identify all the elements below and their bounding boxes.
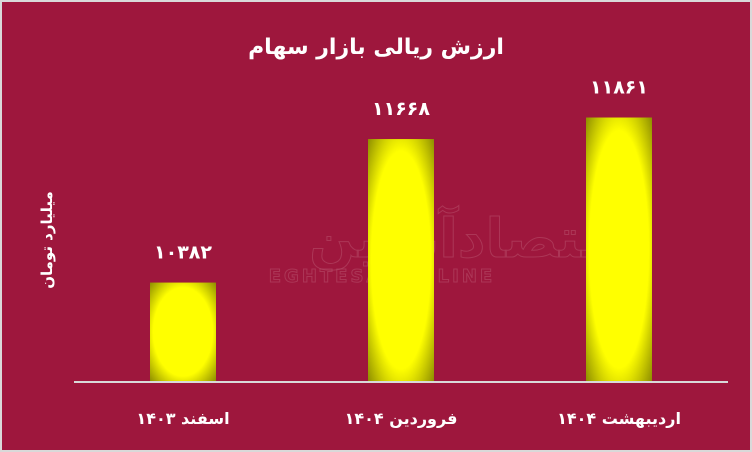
x-tick-label-0: اسفند ۱۴۰۳ bbox=[136, 409, 229, 428]
data-label-0: ۱۰۳۸۲ bbox=[154, 242, 212, 264]
y-axis-label: میلیارد تومان bbox=[38, 191, 56, 289]
x-tick-label-1: فروردین ۱۴۰۴ bbox=[345, 409, 458, 428]
x-tick-label-2: اردیبهشت ۱۴۰۴ bbox=[557, 409, 681, 428]
watermark-logo: اقتصادآنلاین bbox=[309, 205, 635, 270]
data-label-2: ۱۱۸۶۱ bbox=[590, 77, 648, 99]
chart-title: ارزش ریالی بازار سهام bbox=[248, 35, 504, 60]
bar-0 bbox=[150, 282, 216, 381]
data-label-1: ۱۱۶۶۸ bbox=[372, 98, 430, 120]
bar-1 bbox=[368, 139, 434, 381]
bar-2 bbox=[586, 117, 652, 382]
